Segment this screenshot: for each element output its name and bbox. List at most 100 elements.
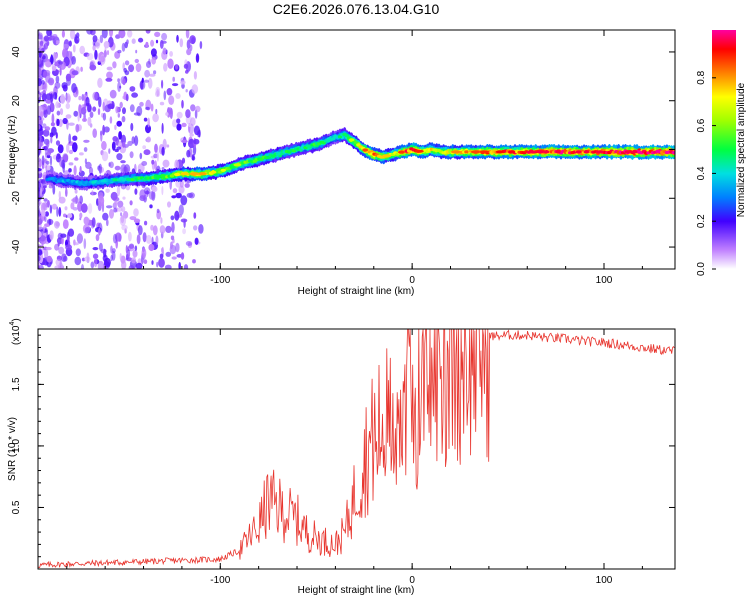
spectrogram-noise-cell xyxy=(84,227,90,233)
spectrogram-noise-cell xyxy=(122,107,126,115)
spectrogram-noise-cell xyxy=(167,201,171,208)
spectrogram-noise-cell xyxy=(150,48,157,57)
spectrogram-noise-cell xyxy=(54,220,60,229)
spectrogram-noise-cell xyxy=(38,201,41,207)
spectrogram-noise-cell xyxy=(151,159,155,165)
spectrogram-noise-cell xyxy=(55,258,62,266)
spectrogram-noise-cell xyxy=(115,106,119,114)
spectrogram-noise-cell xyxy=(154,143,158,153)
spectrogram-noise-cell xyxy=(141,161,148,166)
spectrogram-noise-cell xyxy=(144,69,151,78)
spectrogram-noise-cell xyxy=(182,228,187,235)
spectrogram-noise-cell xyxy=(122,78,126,86)
spectrogram-noise-cell xyxy=(55,132,58,139)
spectrogram-noise-cell xyxy=(126,39,129,45)
spectrogram-noise-cell xyxy=(75,123,80,133)
spectrogram-noise-cell xyxy=(56,206,59,217)
spectrogram-noise-cell xyxy=(170,215,175,221)
spectrogram-noise-cell xyxy=(146,61,152,68)
spectrogram-noise-cell xyxy=(44,223,51,228)
spectrogram-ylabel: Frequency (Hz) xyxy=(7,116,18,185)
spectrogram-noise-cell xyxy=(43,70,47,78)
spectrogram-noise-cell xyxy=(48,77,55,86)
spectrogram-noise-cell xyxy=(195,53,200,63)
spectrogram-noise-cell xyxy=(41,182,48,188)
spectrogram-noise-cell xyxy=(172,119,178,128)
spectrogram-noise-cell xyxy=(72,135,78,141)
spectrogram-noise-cell xyxy=(131,38,136,44)
spectrogram-noise-cell xyxy=(114,200,118,205)
spectrogram-noise-cell xyxy=(181,122,187,128)
spectrogram-noise-cell xyxy=(74,36,80,44)
spectrogram-noise-cell xyxy=(62,48,67,59)
spectrogram-noise-cell xyxy=(67,50,72,59)
spectrogram-ytick-label: -40 xyxy=(11,239,22,254)
spectrogram-noise-cell xyxy=(170,235,175,241)
spectrogram-noise-cell xyxy=(128,243,135,249)
spectrogram-noise-cell xyxy=(92,253,99,259)
spectrogram-noise-cell xyxy=(186,149,191,158)
spectrogram-noise-cell xyxy=(88,203,93,214)
spectrogram-ridge-cell xyxy=(330,137,336,141)
spectrogram-peak-cell xyxy=(348,138,355,142)
snr-ytick-label: 1.0 xyxy=(11,439,22,453)
spectrogram-noise-cell xyxy=(116,185,121,197)
spectrogram-noise-cell xyxy=(44,216,47,222)
spectrogram-noise-cell xyxy=(150,39,155,47)
spectrogram-noise-cell xyxy=(79,152,84,156)
spectrogram-noise-cell xyxy=(121,224,128,231)
spectrogram-noise-cell xyxy=(181,83,185,89)
spectrogram-noise-cell xyxy=(161,167,165,170)
spectrogram-noise-cell xyxy=(132,249,138,258)
spectrogram-peak-cell xyxy=(174,172,181,177)
spectrogram-noise-cell xyxy=(167,58,174,69)
spectrogram-noise-cell xyxy=(109,161,114,169)
spectrogram-noise-cell xyxy=(143,259,148,265)
spectrogram-noise-cell xyxy=(79,45,85,55)
spectrogram-noise-cell xyxy=(106,205,113,209)
spectrogram-noise-cell xyxy=(39,44,45,52)
spectrogram-noise-cell xyxy=(199,41,203,49)
spectrogram-noise-cell xyxy=(128,64,135,73)
spectrogram-noise-cell xyxy=(62,219,69,230)
spectrogram-noise-cell xyxy=(79,165,82,174)
spectrogram-noise-cell xyxy=(52,184,56,195)
spectrogram-noise-cell xyxy=(146,136,151,143)
spectrogram-noise-cell xyxy=(45,93,53,100)
spectrogram-noise-cell xyxy=(169,51,174,57)
spectrogram-peak-cell xyxy=(198,172,207,176)
spectrogram-noise-cell xyxy=(42,226,46,233)
spectrogram-noise-cell xyxy=(122,196,126,200)
spectrogram-noise-cell xyxy=(49,204,53,214)
snr-xtick-label: -100 xyxy=(210,575,230,586)
spectrogram-peak-cell xyxy=(536,150,545,154)
spectrogram-noise-cell xyxy=(51,126,57,136)
spectrogram-noise-cell xyxy=(93,256,98,268)
spectrogram-noise-cell xyxy=(159,225,166,235)
spectrogram-noise-cell xyxy=(166,88,173,96)
spectrogram-noise-cell xyxy=(159,39,164,49)
spectrogram-noise-cell xyxy=(86,30,93,35)
spectrogram-noise-cell xyxy=(49,155,53,166)
spectrogram-noise-cell xyxy=(129,216,137,221)
spectrogram-noise-cell xyxy=(156,208,160,214)
spectrogram-image xyxy=(38,30,675,269)
spectrogram-noise-cell xyxy=(86,252,90,261)
spectrogram-noise-cell xyxy=(183,264,189,269)
spectrogram-noise-cell xyxy=(71,70,79,76)
spectrogram-noise-cell xyxy=(144,220,148,226)
snr-ytick-label: 1.5 xyxy=(11,377,22,391)
spectrogram-noise-cell xyxy=(50,136,53,144)
spectrogram-noise-cell xyxy=(45,246,52,251)
spectrogram-noise-cell xyxy=(127,140,133,146)
spectrogram-noise-cell xyxy=(181,157,186,164)
figure-title: C2E6.2026.076.13.04.G10 xyxy=(273,1,440,17)
spectrogram-noise-cell xyxy=(193,225,198,231)
spectrogram-noise-cell xyxy=(124,70,130,76)
spectrogram-noise-cell xyxy=(145,30,151,34)
colorbar-tick-label: 0.6 xyxy=(696,118,707,132)
spectrogram-noise-cell xyxy=(111,141,116,151)
spectrogram-noise-cell xyxy=(38,168,42,172)
spectrogram-noise-cell xyxy=(43,35,50,42)
spectrogram-noise-cell xyxy=(85,96,90,107)
